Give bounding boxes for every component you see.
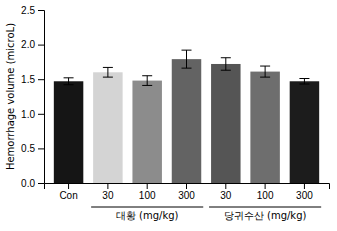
y-tick-mark bbox=[38, 79, 44, 80]
x-tick-mark bbox=[265, 183, 266, 189]
x-tick-mark bbox=[68, 183, 69, 189]
group-bracket bbox=[91, 207, 203, 208]
y-tick-label: 1.5 bbox=[21, 74, 35, 85]
y-axis: 0.0 0.5 1.0 1.5 2.0 2.5 bbox=[21, 5, 44, 189]
error-bar bbox=[260, 66, 270, 77]
error-bar bbox=[182, 50, 192, 68]
bar bbox=[54, 81, 83, 183]
y-tick: 2.5 bbox=[21, 5, 44, 16]
x-tick: 300 bbox=[296, 183, 313, 201]
bar bbox=[211, 64, 240, 183]
chart: 0.0 0.5 1.0 1.5 2.0 2.5 Con 30 100 300 30 100 300 대황 … bbox=[0, 0, 337, 231]
y-tick: 0.5 bbox=[21, 143, 44, 154]
y-tick-label: 2.5 bbox=[21, 5, 35, 16]
error-bar bbox=[299, 79, 309, 85]
y-tick-mark bbox=[38, 183, 44, 184]
error-bar bbox=[103, 67, 113, 77]
bar bbox=[250, 72, 279, 183]
x-tick-label: 300 bbox=[296, 190, 313, 201]
x-tick-label: 100 bbox=[139, 190, 156, 201]
x-axis: Con 30 100 300 30 100 300 bbox=[45, 183, 330, 201]
error-bar bbox=[221, 58, 231, 70]
x-tick-mark bbox=[107, 183, 108, 189]
y-tick: 2.0 bbox=[21, 39, 44, 50]
y-tick-label: 0.0 bbox=[21, 178, 35, 189]
plot: 0.0 0.5 1.0 1.5 2.0 2.5 Con 30 100 300 30 100 300 대황 … bbox=[21, 5, 329, 221]
x-tick: 30 bbox=[102, 183, 114, 201]
y-tick-mark bbox=[38, 10, 44, 11]
x-tick: 300 bbox=[178, 183, 195, 201]
y-tick-mark bbox=[38, 114, 44, 115]
y-tick-mark bbox=[38, 148, 44, 149]
x-tick: 100 bbox=[257, 183, 274, 201]
y-tick: 1.0 bbox=[21, 109, 44, 120]
y-tick-label: 2.0 bbox=[21, 39, 35, 50]
x-tick-mark bbox=[304, 183, 305, 189]
axis-domain bbox=[38, 11, 45, 184]
x-tick-label: 100 bbox=[257, 190, 274, 201]
x-tick-mark bbox=[225, 183, 226, 189]
y-axis-label: Hemorrhage volume (microL) bbox=[5, 23, 16, 170]
group-bracket bbox=[209, 207, 321, 208]
x-tick-label: Con bbox=[59, 190, 77, 201]
bar bbox=[132, 81, 161, 183]
group-label: 당귀수산 (mg/kg) bbox=[224, 210, 307, 221]
error-bar bbox=[64, 78, 74, 85]
y-tick-label: 0.5 bbox=[21, 143, 35, 154]
marks bbox=[54, 50, 319, 183]
bar bbox=[93, 72, 122, 183]
x-tick: Con bbox=[59, 183, 77, 201]
x-tick: 100 bbox=[139, 183, 156, 201]
y-tick: 0.0 bbox=[21, 178, 44, 189]
y-tick: 1.5 bbox=[21, 74, 44, 85]
bar bbox=[172, 59, 201, 183]
x-tick-label: 30 bbox=[220, 190, 232, 201]
y-tick-label: 1.0 bbox=[21, 109, 35, 120]
y-tick-mark bbox=[38, 45, 44, 46]
x-tick-mark bbox=[186, 183, 187, 189]
bar bbox=[290, 81, 319, 183]
x-tick-label: 30 bbox=[102, 190, 114, 201]
error-bar bbox=[142, 76, 152, 86]
x-tick: 30 bbox=[220, 183, 232, 201]
group-label: 대황 (mg/kg) bbox=[116, 210, 179, 221]
axis-domain bbox=[45, 184, 330, 190]
x-tick-label: 300 bbox=[178, 190, 195, 201]
x-tick-mark bbox=[147, 183, 148, 189]
